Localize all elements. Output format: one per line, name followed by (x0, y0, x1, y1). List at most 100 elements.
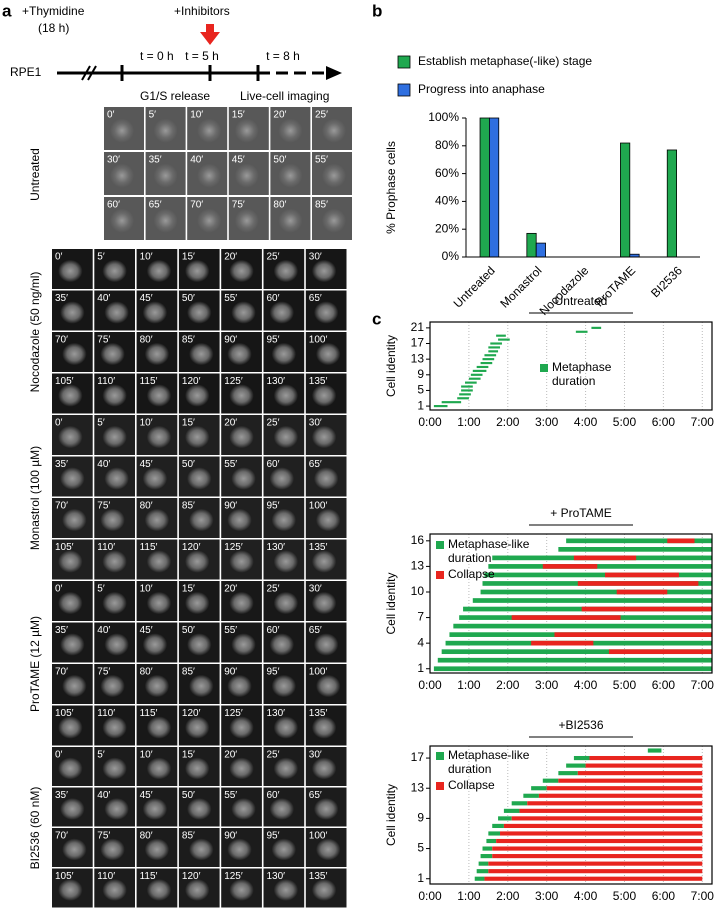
time-label: 95′ (267, 667, 280, 678)
y-tick-label: 7 (417, 610, 424, 624)
cell-blob (322, 163, 346, 188)
x-tick-label: 4:00 (574, 678, 598, 692)
y-tick-label: 1 (417, 661, 424, 675)
time-label: 15′ (232, 110, 245, 121)
time-label: 60′ (267, 625, 280, 636)
duration-bar (546, 786, 703, 791)
cell-blob (231, 633, 256, 656)
duration-bar (498, 816, 512, 821)
time-label: 20′ (224, 750, 237, 761)
duration-bar (480, 361, 493, 365)
time-label: 70′ (55, 501, 68, 512)
cell-blob (311, 757, 337, 780)
cell-blob (189, 674, 214, 698)
chart-title: + ProTAME (550, 506, 611, 520)
cell-blob (58, 425, 83, 449)
legend-label: Progress into anaphase (418, 82, 545, 96)
cell-blob (153, 118, 178, 143)
time-label: 135′ (309, 542, 328, 553)
cell-blob (271, 674, 297, 698)
panel-label: a (2, 1, 12, 20)
cell-blob (102, 259, 127, 283)
time-label: 115′ (140, 708, 158, 719)
cell-blob (58, 591, 83, 615)
cell-blob (58, 384, 83, 407)
time-label: 80′ (273, 200, 286, 211)
duration-bar (461, 389, 473, 392)
time-label: 45′ (232, 155, 245, 166)
cell-blob (273, 591, 299, 615)
cell-blob (311, 716, 337, 739)
cell-blob (142, 798, 168, 820)
time-label: 115′ (140, 376, 158, 387)
cell-blob (144, 508, 170, 532)
cell-blob (229, 879, 254, 901)
time-label: 40′ (97, 293, 110, 304)
cell-blob (185, 879, 210, 901)
cell-blob (102, 716, 127, 739)
duration-bar (441, 401, 462, 404)
duration-bar (492, 846, 703, 851)
cell-blob (197, 118, 222, 143)
cell-blob (146, 757, 172, 780)
cell-blob (313, 301, 339, 324)
cell-blob (273, 259, 299, 283)
duration-bar (573, 555, 637, 561)
time-label: 35′ (55, 459, 68, 470)
time-label: 125′ (224, 376, 243, 387)
time-label: 130′ (267, 871, 286, 882)
bar (535, 242, 546, 258)
x-tick-label: 1:00 (457, 889, 481, 903)
time-label: 25′ (315, 110, 328, 121)
cell-blob (311, 259, 337, 283)
timeline-text: t = 5 h (185, 49, 219, 63)
time-label: 90′ (224, 831, 237, 842)
time-label: 15′ (182, 750, 195, 761)
cell-blob (187, 301, 212, 324)
cell-blob (229, 259, 254, 283)
duration-bar (488, 861, 703, 866)
time-label: 110′ (97, 542, 115, 553)
cell-blob (271, 508, 297, 532)
time-label: 50′ (182, 625, 195, 636)
cell-blob (185, 550, 210, 573)
legend-item: Metaphase-like duration (448, 748, 529, 776)
x-tick-label: 2:00 (496, 889, 520, 903)
duration-bar (496, 838, 703, 844)
cell-blob (100, 508, 125, 532)
cell-blob (104, 467, 129, 490)
time-label: 35′ (55, 293, 68, 304)
time-label: 115′ (140, 871, 158, 882)
duration-bar (437, 657, 712, 663)
y-tick-label: 1 (417, 871, 424, 885)
time-label: 40′ (97, 459, 110, 470)
duration-bar (459, 393, 471, 396)
time-label: 45′ (140, 790, 153, 801)
cell-blob (189, 342, 214, 366)
cell-blob (234, 163, 259, 188)
time-label: 25′ (267, 252, 280, 263)
duration-bar (457, 397, 469, 400)
duration-bar (470, 373, 483, 376)
cell-blob (100, 674, 125, 698)
legend-swatch (436, 752, 444, 760)
time-label: 50′ (182, 790, 195, 801)
time-label: 65′ (309, 625, 322, 636)
time-label: 65′ (309, 790, 322, 801)
cell-blob (311, 550, 337, 573)
time-label: 65′ (309, 293, 322, 304)
cell-blob (142, 633, 168, 656)
x-tick-label: 0:00 (418, 678, 442, 692)
time-label: 5′ (97, 750, 105, 761)
time-label: 135′ (309, 708, 328, 719)
cell-blob (229, 757, 254, 780)
time-label: 70′ (55, 831, 68, 842)
time-label: 60′ (267, 293, 280, 304)
y-tick-label: 5 (417, 841, 424, 855)
timeline-text: +Inhibitors (174, 4, 230, 18)
time-label: 25′ (267, 750, 280, 761)
time-label: 15′ (182, 252, 195, 263)
time-label: 55′ (224, 293, 237, 304)
time-label: 75′ (97, 335, 110, 346)
duration-bar (482, 846, 493, 851)
